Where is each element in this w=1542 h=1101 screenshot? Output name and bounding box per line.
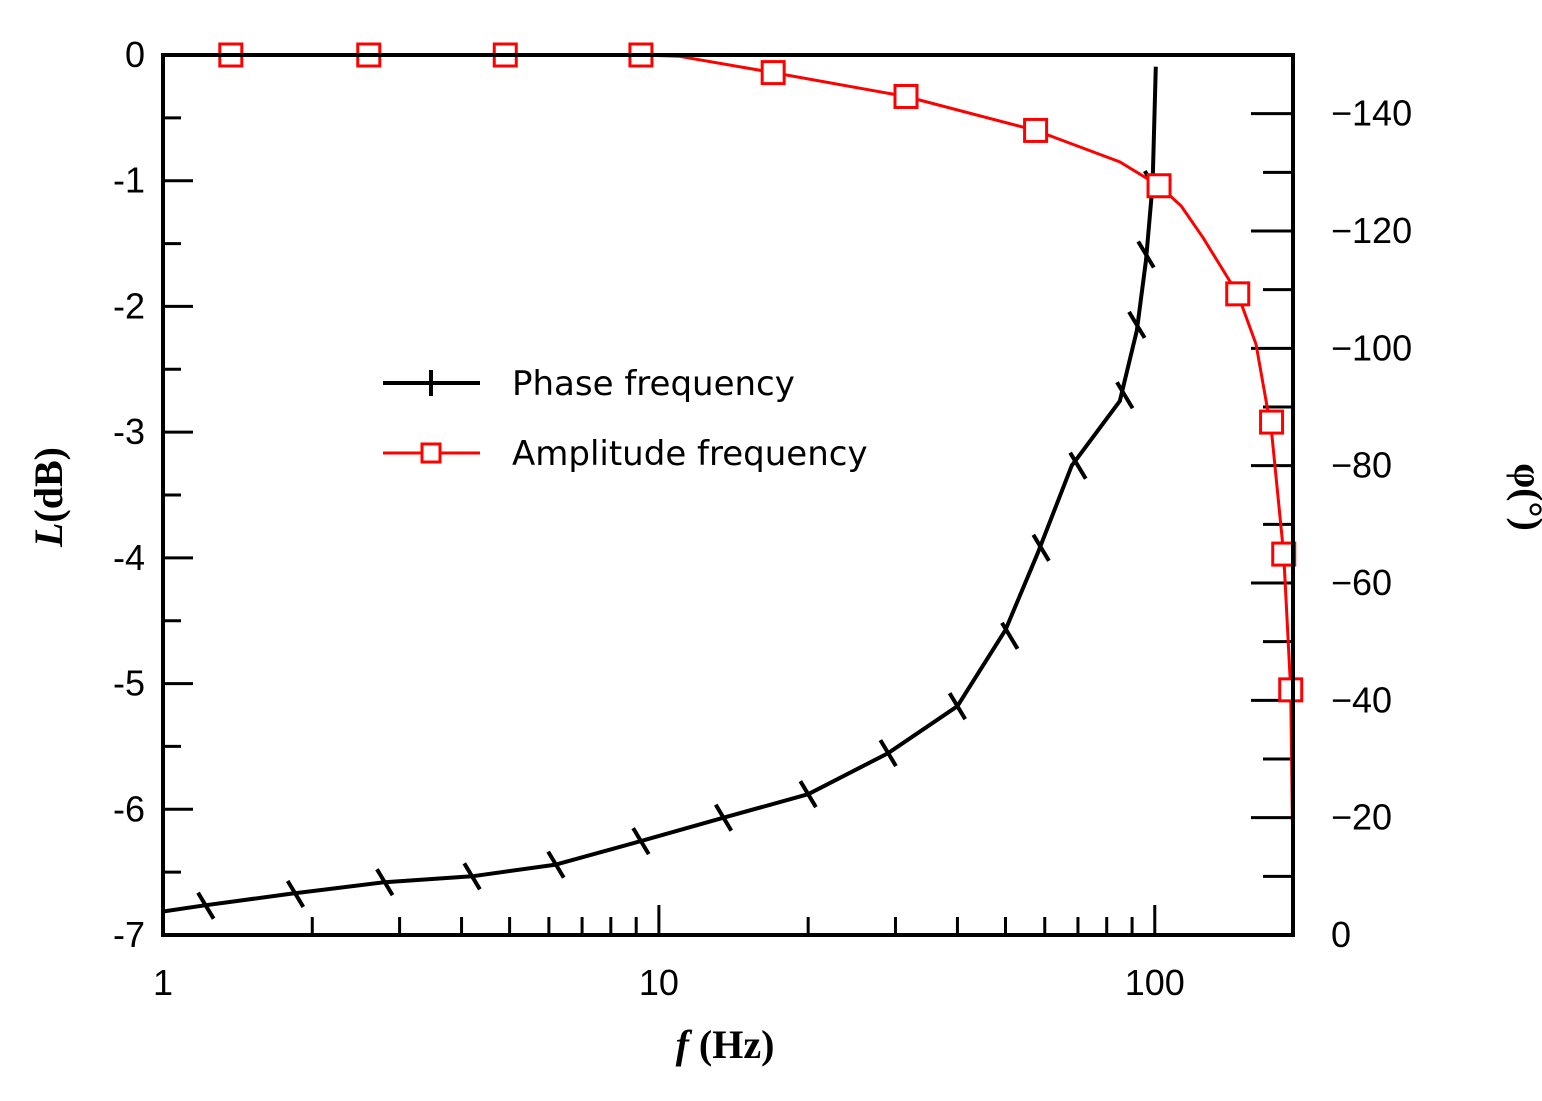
x-axis-title: f (Hz)	[676, 1022, 775, 1067]
right-tick-label: −80	[1331, 445, 1392, 486]
phase-marker	[462, 862, 482, 891]
phase-marker	[1136, 240, 1156, 269]
left-tick-label: -6	[113, 788, 145, 829]
left-tick-label: -7	[113, 914, 145, 955]
phase-marker	[375, 868, 395, 897]
left-tick-label: -3	[113, 411, 145, 452]
phase-marker	[1115, 381, 1135, 410]
left-tick-label: -2	[113, 285, 145, 326]
left-tick-label: -5	[113, 663, 145, 704]
left-tick-label: -4	[113, 537, 145, 578]
phase-marker	[714, 803, 734, 832]
right-tick-label: −140	[1331, 93, 1412, 134]
amplitude-marker	[1146, 173, 1172, 199]
phase-marker	[1000, 621, 1020, 650]
right-tick-label: −20	[1331, 797, 1392, 838]
phase-series-line	[162, 66, 1158, 914]
right-tick-label: −60	[1331, 562, 1392, 603]
right-tick-label: −120	[1331, 210, 1412, 251]
legend-amplitude-label: Amplitude frequency	[512, 434, 868, 474]
phase-marker	[878, 739, 898, 768]
left-tick-label: 0	[125, 34, 145, 75]
right-tick-label: −100	[1331, 327, 1412, 368]
legend-amplitude-marker	[420, 442, 442, 464]
legend-phase-label: Phase frequency	[512, 364, 795, 404]
amplitude-marker	[893, 83, 919, 109]
legend: Phase frequency Amplitude frequency	[383, 364, 868, 474]
phase-marker	[631, 827, 651, 856]
series-layer	[162, 42, 1304, 920]
x-tick-label: 10	[639, 962, 679, 1003]
phase-marker	[196, 891, 216, 920]
tick-labels: 1 10 100 0 -1 -2 -3 -4 -5 -6 -7 −140 −120 −100 −80 −60 −…	[113, 34, 1412, 1003]
right-tick-label: −40	[1331, 679, 1392, 720]
amplitude-marker	[760, 60, 786, 86]
axis-ticks	[161, 53, 1293, 937]
x-tick-label: 1	[153, 962, 173, 1003]
right-axis-title: φ(°)	[1506, 463, 1542, 531]
phase-marker	[1068, 451, 1088, 480]
amplitude-marker	[1278, 677, 1304, 703]
left-axis-title: L(dB)	[26, 447, 71, 548]
phase-marker	[1031, 533, 1051, 562]
amplitude-marker	[1225, 281, 1251, 307]
amplitude-marker	[1023, 117, 1049, 143]
phase-marker	[1127, 310, 1147, 339]
left-tick-label: -1	[113, 160, 145, 201]
phase-marker	[947, 692, 967, 721]
phase-marker	[798, 780, 818, 809]
phase-marker	[285, 879, 306, 908]
plot-frame	[161, 53, 1295, 937]
amplitude-marker	[1259, 409, 1285, 435]
phase-marker	[546, 850, 566, 879]
x-tick-label: 100	[1125, 962, 1185, 1003]
right-tick-label: 0	[1331, 914, 1351, 955]
